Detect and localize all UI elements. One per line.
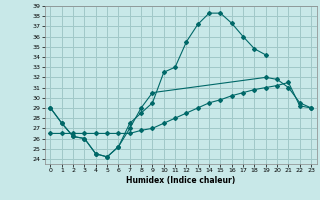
X-axis label: Humidex (Indice chaleur): Humidex (Indice chaleur)	[126, 176, 236, 185]
